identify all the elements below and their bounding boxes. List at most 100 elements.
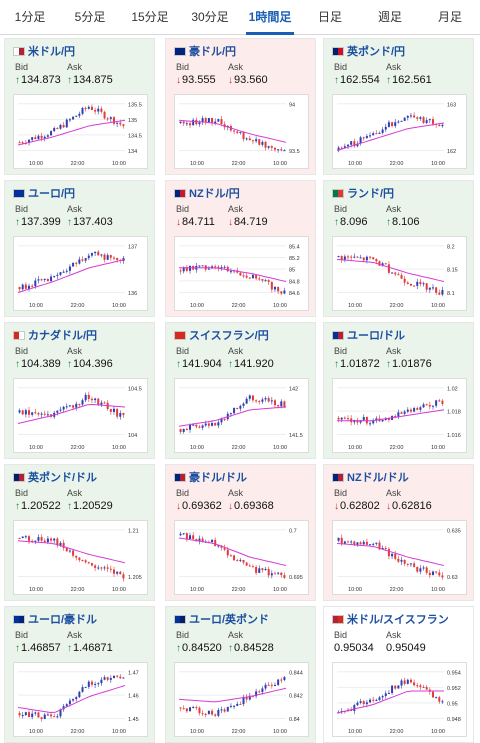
rate-card[interactable]: 豪ドル/ドル Bid ↓0.69362 Ask ↓0.69368 0.7 0.695 10:0…	[165, 464, 316, 601]
mini-chart[interactable]: 0.7 0.695 10:00 22:00 10:00	[174, 520, 309, 595]
y-tick-label: 134.5	[128, 133, 142, 139]
ask-label: Ask	[67, 204, 83, 214]
rate-card[interactable]: カナダドル/円 Bid ↑104.389 Ask ↑104.396 104.5 104 10:…	[4, 322, 155, 459]
pair-link[interactable]: 豪ドル/ドル	[189, 472, 248, 484]
mini-chart[interactable]: 94 93.5 10:00 22:00 10:00	[174, 94, 309, 169]
candle-body	[31, 285, 34, 287]
ask-label: Ask	[386, 488, 402, 498]
mini-chart[interactable]: 0.954 0.952 0.95 0.948 10:00 22:00 10:00	[332, 662, 467, 737]
tab-7[interactable]: 月足	[437, 10, 462, 24]
pair-link[interactable]: ユーロ/円	[28, 188, 76, 200]
mini-chart[interactable]: 0.844 0.842 0.84 10:00 22:00 10:00	[174, 662, 309, 737]
mini-chart[interactable]: 1.47 1.46 1.45 10:00 22:00 10:00	[13, 662, 148, 737]
candle-body	[362, 417, 365, 421]
candle-body	[375, 542, 378, 544]
candle-body	[245, 696, 248, 700]
candle-body	[391, 272, 394, 274]
bid-label: Bid	[176, 62, 190, 72]
mini-chart[interactable]: 0.635 0.63 10:00 22:00 10:00	[332, 520, 467, 595]
pair-link[interactable]: NZドル/ドル	[347, 472, 409, 484]
mini-chart[interactable]: 85.4 85.2 85 84.8 84.6 10:00 22:00 10:00	[174, 236, 309, 311]
candle-body	[381, 547, 384, 550]
pair-link[interactable]: ランド/円	[347, 188, 395, 200]
rate-card[interactable]: 英ポンド/ドル Bid ↑1.20522 Ask ↑1.20529 1.21 1.205 10…	[4, 464, 155, 601]
candle-body	[214, 121, 217, 124]
bid-value: 137.399	[21, 216, 61, 228]
mini-chart[interactable]: 1.02 1.018 1.016 10:00 22:00 10:00	[332, 378, 467, 453]
mini-chart[interactable]: 8.2 8.15 8.1 10:00 22:00 10:00	[332, 236, 467, 311]
pair-link[interactable]: カナダドル/円	[28, 330, 98, 342]
x-tick-label: 22:00	[232, 445, 246, 451]
candle-body	[182, 121, 185, 124]
tab-1[interactable]: 5分足	[74, 10, 106, 24]
candle-body	[43, 714, 46, 719]
rate-card[interactable]: NZドル/円 Bid ↓84.711 Ask ↓84.719 85.4 85.2 85 84.8…	[165, 180, 316, 317]
rate-card[interactable]: ユーロ/ドル Bid ↑1.01872 Ask ↑1.01876 1.02 1.018 1.0…	[323, 322, 474, 459]
flag-icon	[13, 46, 25, 56]
rate-card[interactable]: 豪ドル/円 Bid ↓93.555 Ask ↓93.560 94 93.5 10:00 22:0…	[165, 38, 316, 175]
x-tick-label: 10:00	[190, 303, 204, 309]
rate-card[interactable]: ユーロ/円 Bid ↑137.399 Ask ↑137.403 137 136 10:00 22…	[4, 180, 155, 317]
candle-body	[255, 691, 258, 697]
rate-card[interactable]: 米ドル/円 Bid ↑134.873 Ask ↑134.875 135.5 135 134.5…	[4, 38, 155, 175]
rate-card[interactable]: ユーロ/豪ドル Bid ↑1.46857 Ask ↑1.46871 1.47 1.46 1.4…	[4, 606, 155, 743]
candle-body	[65, 547, 68, 552]
mini-chart[interactable]: 142 141.5 10:00 22:00 10:00	[174, 378, 309, 453]
candle-body	[347, 541, 350, 543]
rate-card[interactable]: NZドル/ドル Bid ↓0.62802 Ask ↓0.62816 0.635 0.63 10…	[323, 464, 474, 601]
rate-card[interactable]: ユーロ/英ポンド Bid ↑0.84520 Ask ↑0.84528 0.844 0.842…	[165, 606, 316, 743]
mini-chart[interactable]: 163 162 10:00 22:00 10:00	[332, 94, 467, 169]
pair-link[interactable]: ユーロ/英ポンド	[189, 614, 270, 626]
pair-link[interactable]: 豪ドル/円	[189, 46, 237, 58]
tab-6[interactable]: 週足	[377, 10, 402, 24]
candle-body	[185, 267, 188, 271]
tab-0[interactable]: 1分足	[14, 10, 46, 24]
candle-body	[381, 129, 384, 133]
tab-3[interactable]: 30分足	[191, 10, 229, 24]
x-tick-label: 10:00	[112, 587, 126, 593]
candle-body	[343, 417, 346, 419]
candle-body	[438, 400, 441, 402]
pair-link[interactable]: ユーロ/豪ドル	[28, 614, 98, 626]
candle-body	[28, 139, 31, 144]
pair-link[interactable]: 米ドル/円	[28, 46, 76, 58]
tab-4[interactable]: 1時間足	[240, 0, 300, 35]
pair-link[interactable]: 英ポンド/ドル	[28, 472, 98, 484]
candle-body	[97, 398, 100, 405]
candle-body	[264, 684, 267, 689]
pair-link[interactable]: 英ポンド/円	[347, 46, 406, 58]
mini-chart[interactable]: 1.21 1.205 10:00 22:00 10:00	[13, 520, 148, 595]
candle-body	[62, 124, 65, 128]
mini-chart[interactable]: 135.5 135 134.5 134 10:00 22:00 10:00	[13, 94, 148, 169]
pair-link[interactable]: 米ドル/スイスフラン	[347, 614, 449, 626]
mini-chart[interactable]: 104.5 104 10:00 22:00 10:00	[13, 378, 148, 453]
pair-link[interactable]: スイスフラン/円	[189, 330, 269, 342]
candle-body	[90, 106, 93, 110]
candle-body	[87, 106, 90, 109]
mini-chart[interactable]: 137 136 10:00 22:00 10:00	[13, 236, 148, 311]
tab-5[interactable]: 日足	[317, 10, 342, 24]
rate-card[interactable]: 米ドル/スイスフラン Bid 0.95034 Ask 0.95049 0.954 0.952…	[323, 606, 474, 743]
y-tick-label: 8.1	[447, 291, 455, 297]
rate-card[interactable]: ランド/円 Bid ↑8.096 Ask ↑8.106 8.2 8.15 8.1 10:00 22…	[323, 180, 474, 317]
candle-body	[119, 676, 122, 679]
ask-rate: ↑134.875	[67, 74, 113, 86]
candle-body	[397, 558, 400, 562]
moving-average-line	[178, 687, 287, 703]
rate-card[interactable]: スイスフラン/円 Bid ↑141.904 Ask ↑141.920 142 141.5 10…	[165, 322, 316, 459]
candle-body	[400, 680, 403, 686]
pair-link[interactable]: ユーロ/ドル	[347, 330, 406, 342]
candle-body	[416, 281, 419, 286]
rate-card[interactable]: 英ポンド/円 Bid ↑162.554 Ask ↑162.561 163 162 10:00 2…	[323, 38, 474, 175]
candle-body	[258, 139, 261, 145]
candle-body	[116, 122, 119, 124]
pair-link[interactable]: NZドル/円	[189, 188, 240, 200]
candle-body	[68, 266, 71, 271]
bid-value: 0.84520	[182, 642, 222, 654]
candle-body	[59, 542, 62, 546]
ask-label: Ask	[386, 62, 402, 72]
candle-body	[122, 124, 125, 126]
tab-2[interactable]: 15分足	[131, 10, 169, 24]
candle-body	[119, 122, 122, 125]
